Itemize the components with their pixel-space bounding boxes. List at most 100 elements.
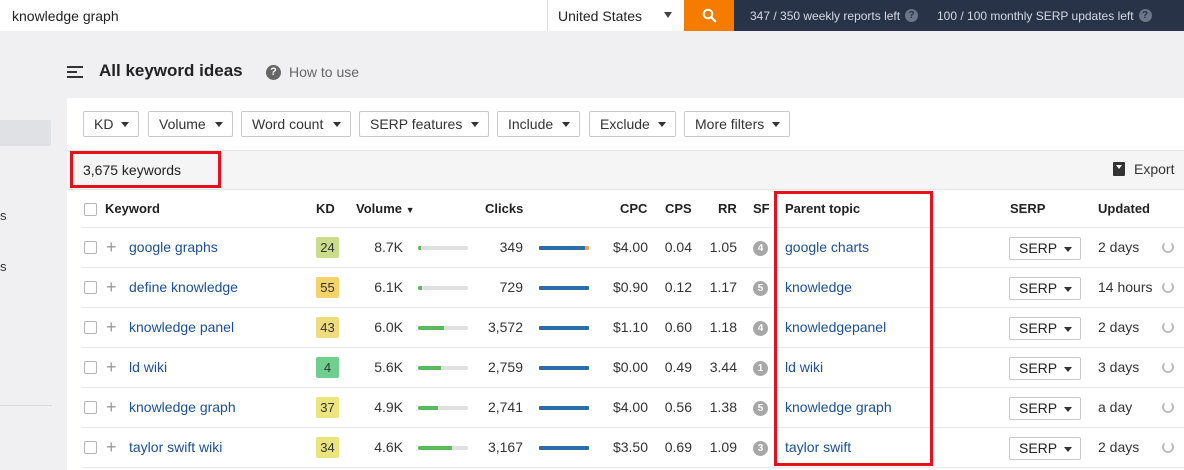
- parent-topic-link[interactable]: knowledge: [785, 279, 852, 295]
- sidebar-item-label[interactable]: s: [0, 208, 7, 223]
- export-button[interactable]: Export: [1113, 161, 1174, 177]
- row-checkbox[interactable]: [84, 321, 97, 334]
- rr-value: 1.17: [709, 279, 737, 295]
- serp-dropdown-button[interactable]: SERP: [1009, 397, 1081, 420]
- parent-topic-link[interactable]: ld wiki: [785, 359, 824, 375]
- cpc-value: $4.00: [612, 399, 648, 415]
- monthly-serp-text: 100 / 100 monthly SERP updates left: [937, 8, 1134, 23]
- keyword-link[interactable]: knowledge graph: [129, 399, 236, 415]
- select-all-checkbox[interactable]: [84, 203, 97, 216]
- col-header-serp[interactable]: SERP: [1010, 201, 1046, 216]
- volume-bar: [418, 326, 468, 330]
- clicks-bar: [539, 286, 589, 290]
- keyword-link[interactable]: taylor swift wiki: [129, 439, 223, 455]
- how-to-use-link[interactable]: How to use: [289, 64, 360, 80]
- search-button[interactable]: [684, 0, 734, 31]
- row-checkbox[interactable]: [84, 441, 97, 454]
- clicks-value: 3,167: [487, 439, 523, 455]
- serp-label: SERP: [1019, 440, 1058, 456]
- row-checkbox[interactable]: [84, 401, 97, 414]
- chevron-down-icon: [333, 122, 341, 127]
- parent-topic-link[interactable]: knowledgepanel: [785, 319, 887, 335]
- filter-exclude-button[interactable]: Exclude: [589, 111, 676, 137]
- keyword-link[interactable]: knowledge panel: [129, 319, 235, 335]
- help-icon[interactable]: ?: [266, 65, 281, 80]
- filter-volume-button[interactable]: Volume: [148, 111, 233, 137]
- serp-features-badge[interactable]: 4: [753, 241, 768, 256]
- refresh-icon[interactable]: [1162, 361, 1174, 373]
- col-header-cpc[interactable]: CPC: [620, 201, 648, 216]
- row-checkbox[interactable]: [84, 241, 97, 254]
- updated-value: a day: [1098, 399, 1133, 415]
- serp-dropdown-button[interactable]: SERP: [1009, 317, 1081, 340]
- serp-dropdown-button[interactable]: SERP: [1009, 357, 1081, 380]
- cpc-value: $1.10: [612, 319, 648, 335]
- cps-value: 0.56: [664, 399, 692, 415]
- refresh-icon[interactable]: [1162, 241, 1174, 253]
- filter-include-button[interactable]: Include: [497, 111, 580, 137]
- col-header-clicks[interactable]: Clicks: [485, 201, 524, 216]
- add-to-list-icon[interactable]: +: [106, 317, 117, 337]
- search-input[interactable]: [0, 0, 548, 31]
- col-header-sf[interactable]: SF: [753, 201, 770, 216]
- download-icon: [1113, 162, 1125, 176]
- updated-value: 2 days: [1098, 439, 1140, 455]
- filter-label: Include: [508, 116, 554, 132]
- clicks-value: 729: [499, 279, 523, 295]
- filter-label: More filters: [695, 116, 765, 132]
- col-header-cps[interactable]: CPS: [665, 201, 692, 216]
- sidebar-item-label[interactable]: s: [0, 259, 7, 274]
- help-icon[interactable]: ?: [905, 9, 919, 22]
- add-to-list-icon[interactable]: +: [106, 397, 117, 417]
- filter-more-button[interactable]: More filters: [684, 111, 790, 137]
- add-to-list-icon[interactable]: +: [106, 437, 117, 457]
- filter-word-count-button[interactable]: Word count: [241, 111, 351, 137]
- col-header-rr[interactable]: RR: [718, 201, 737, 216]
- row-checkbox[interactable]: [84, 281, 97, 294]
- serp-dropdown-button[interactable]: SERP: [1009, 237, 1081, 260]
- refresh-icon[interactable]: [1162, 281, 1174, 293]
- keyword-link[interactable]: ld wiki: [129, 359, 168, 375]
- add-to-list-icon[interactable]: +: [106, 277, 117, 297]
- serp-features-badge[interactable]: 5: [753, 401, 768, 416]
- col-header-parent-topic[interactable]: Parent topic: [785, 201, 861, 216]
- help-icon[interactable]: ?: [1138, 9, 1152, 22]
- parent-topic-link[interactable]: taylor swift: [785, 439, 852, 455]
- menu-icon[interactable]: [67, 66, 83, 78]
- col-header-updated[interactable]: Updated: [1098, 201, 1150, 216]
- parent-topic-link[interactable]: google charts: [785, 239, 870, 255]
- cps-value: 0.12: [664, 279, 692, 295]
- updated-value: 2 days: [1098, 319, 1140, 335]
- serp-features-badge[interactable]: 4: [753, 321, 768, 336]
- serp-features-badge[interactable]: 5: [753, 281, 768, 296]
- row-checkbox[interactable]: [84, 361, 97, 374]
- filter-label: Word count: [252, 116, 324, 132]
- serp-label: SERP: [1019, 360, 1058, 376]
- serp-dropdown-button[interactable]: SERP: [1009, 277, 1081, 300]
- filter-kd-button[interactable]: KD: [83, 111, 139, 137]
- sidebar-item-active[interactable]: [0, 120, 51, 146]
- add-to-list-icon[interactable]: +: [106, 357, 117, 377]
- keyword-link[interactable]: google graphs: [129, 239, 218, 255]
- col-header-volume[interactable]: Volume ▼: [356, 201, 415, 216]
- keyword-link[interactable]: define knowledge: [129, 279, 238, 295]
- add-to-list-icon[interactable]: +: [106, 237, 117, 257]
- parent-topic-link[interactable]: knowledge graph: [785, 399, 892, 415]
- serp-features-badge[interactable]: 3: [753, 441, 768, 456]
- chevron-down-icon: [772, 122, 780, 127]
- refresh-icon[interactable]: [1162, 401, 1174, 413]
- serp-features-badge[interactable]: 1: [753, 361, 768, 376]
- refresh-icon[interactable]: [1162, 321, 1174, 333]
- volume-value: 4.6K: [374, 439, 403, 455]
- filter-serp-features-button[interactable]: SERP features: [359, 111, 489, 137]
- volume-value: 6.1K: [374, 279, 403, 295]
- weekly-reports-text: 347 / 350 weekly reports left: [750, 8, 901, 23]
- col-header-keyword[interactable]: Keyword: [105, 201, 160, 216]
- refresh-icon[interactable]: [1162, 441, 1174, 453]
- row-divider: [82, 427, 1184, 428]
- col-header-kd[interactable]: KD: [316, 201, 335, 216]
- country-select[interactable]: United States: [548, 0, 684, 31]
- cps-value: 0.49: [664, 359, 692, 375]
- serp-dropdown-button[interactable]: SERP: [1009, 437, 1081, 460]
- clicks-value: 2,759: [487, 359, 523, 375]
